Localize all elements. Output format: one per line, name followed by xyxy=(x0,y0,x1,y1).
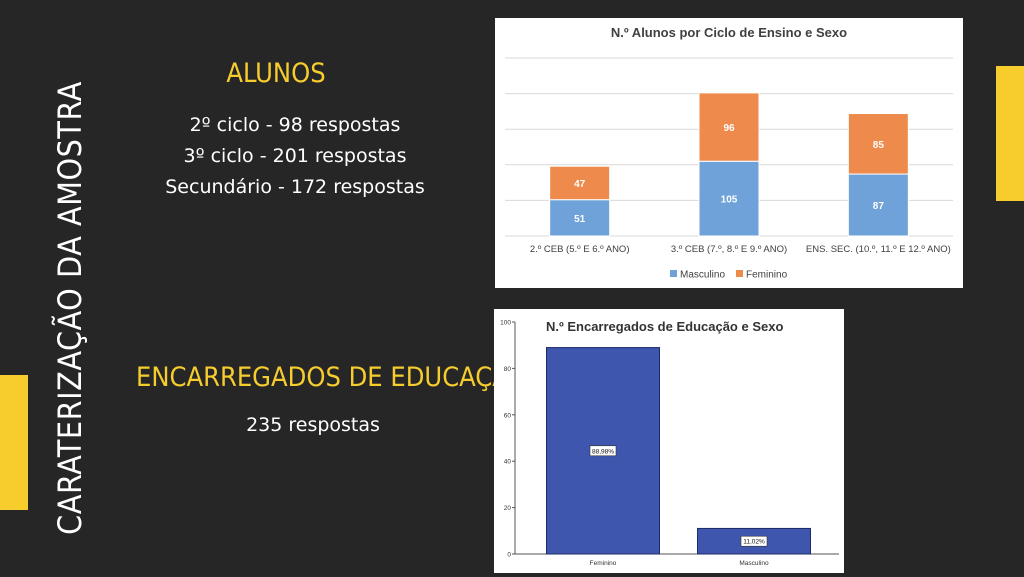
y-tick-label: 100 xyxy=(500,320,511,327)
data-label: 87 xyxy=(873,201,885,212)
category-label: Masculino xyxy=(739,560,769,567)
data-label: 47 xyxy=(574,179,586,190)
stat-line-2-ciclo: 2º ciclo - 98 respostas xyxy=(189,114,401,136)
left-accent-bar xyxy=(0,375,28,510)
alunos-chart-title: N.º Alunos por Ciclo de Ensino e Sexo xyxy=(611,25,847,40)
bar-masculino-2 xyxy=(847,173,909,237)
category-label: 2.º CEB (5.º E 6.º ANO) xyxy=(530,244,630,255)
legend-swatch-masculino xyxy=(670,270,677,277)
y-tick-label: 60 xyxy=(504,412,512,419)
right-accent-bar xyxy=(996,66,1024,201)
encarregados-chart: N.º Encarregados de Educação e Sexo 0 20 4… xyxy=(494,309,844,573)
bar-masculino-0 xyxy=(549,199,611,237)
alunos-heading: ALUNOS xyxy=(226,58,326,89)
legend-label-feminino: Feminino xyxy=(746,270,788,281)
data-label: 105 xyxy=(721,195,738,206)
side-title: CARATERIZAÇÃO DA AMOSTRA xyxy=(51,81,89,535)
legend-label-masculino: Masculino xyxy=(680,270,725,281)
encarregados-heading: ENCARREGADOS DE EDUCAÇÃO xyxy=(136,362,528,393)
y-tick-label: 20 xyxy=(504,505,512,512)
y-tick-label: 80 xyxy=(504,366,512,373)
y-tick-label: 0 xyxy=(507,552,511,559)
y-tick-label: 40 xyxy=(504,459,512,466)
data-label-box xyxy=(740,535,768,547)
data-label: 51 xyxy=(574,214,586,225)
encarregados-stat: 235 respostas xyxy=(246,414,380,436)
alunos-chart: N.º Alunos por Ciclo de Ensino e Sexo 51… xyxy=(495,18,963,288)
data-label: 85 xyxy=(873,140,885,151)
alunos-stats: 2º ciclo - 98 respostas 3º ciclo - 201 r… xyxy=(145,110,445,203)
encarregados-chart-svg: N.º Encarregados de Educação e Sexo 0 20 4… xyxy=(500,319,839,567)
category-label: Feminino xyxy=(590,560,617,567)
data-label: 88,98% xyxy=(592,448,614,455)
data-label: 96 xyxy=(723,123,735,134)
alunos-chart-svg: N.º Alunos por Ciclo de Ensino e Sexo 51… xyxy=(505,25,953,281)
legend-swatch-feminino xyxy=(736,270,743,277)
stat-line-secundario: Secundário - 172 respostas xyxy=(165,176,425,198)
bar-feminino-2 xyxy=(847,113,909,175)
category-label: 3.º CEB (7.º, 8.º E 9.º ANO) xyxy=(671,244,787,255)
category-label: ENS. SEC. (10.º, 11.º E 12.º ANO) xyxy=(806,244,951,255)
stat-line-3-ciclo: 3º ciclo - 201 respostas xyxy=(183,145,407,167)
bar-feminino-0 xyxy=(549,165,611,201)
bar-feminino-1 xyxy=(698,92,760,162)
data-label: 11,02% xyxy=(743,539,765,546)
bar-masculino-1 xyxy=(698,160,760,237)
data-label-box xyxy=(589,445,617,457)
encarregados-chart-title: N.º Encarregados de Educação e Sexo xyxy=(546,319,783,334)
